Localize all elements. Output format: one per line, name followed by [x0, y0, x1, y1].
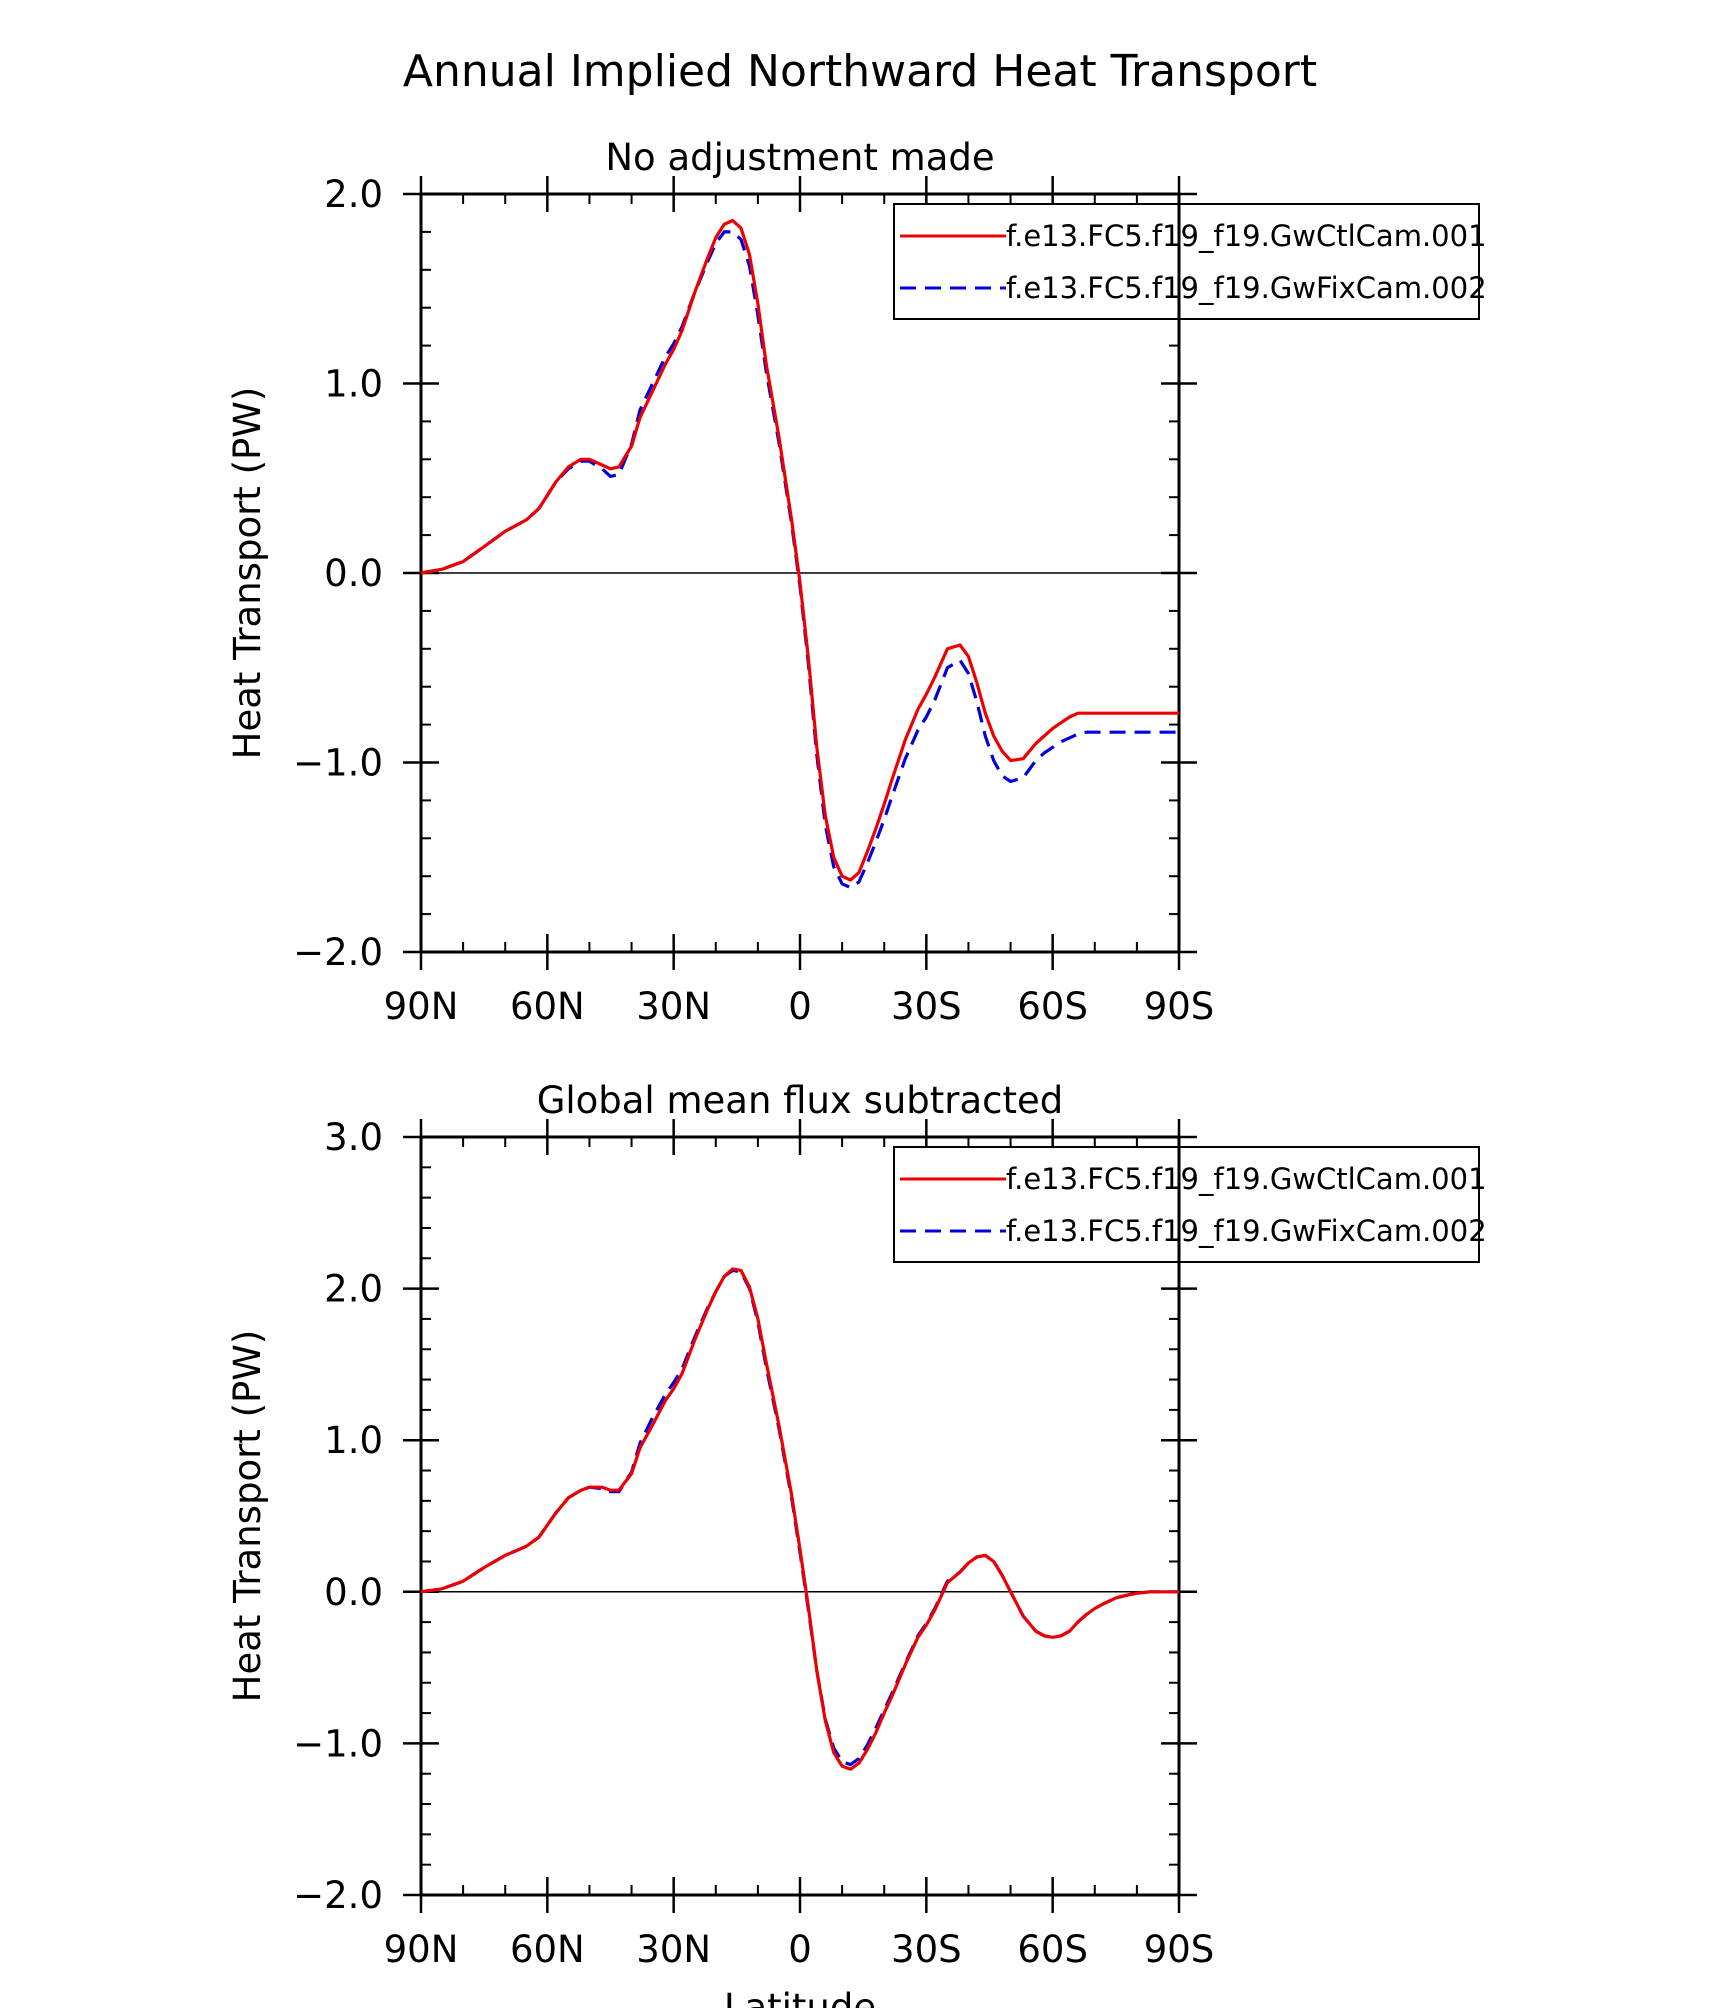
y-tick-label: 2.0: [324, 173, 383, 216]
y-tick-label: 2.0: [324, 1268, 383, 1311]
series-line-control: [420, 218, 1179, 882]
legend-box: [893, 1146, 1480, 1263]
main-title: Annual Implied Northward Heat Transport: [403, 46, 1317, 97]
panel-global-mean-subtracted: Global mean flux subtracted −2.0 −1.0 0.0 1.…: [226, 1079, 1487, 2008]
y-axis-label: Heat Transport (PW): [226, 1330, 269, 1703]
legend-box: [893, 203, 1480, 320]
panel-title: Global mean flux subtracted: [537, 1079, 1064, 1122]
y-tick-label: 1.0: [324, 363, 383, 406]
x-tick-label: 30N: [636, 1928, 711, 1971]
x-tick-label: 30S: [891, 1928, 962, 1971]
legend-label: f.e13.FC5.f19_f19.GwFixCam.002: [1006, 271, 1487, 305]
legend-label: f.e13.FC5.f19_f19.GwCtlCam.001: [1006, 219, 1487, 253]
x-tick-label: 90N: [384, 985, 459, 1028]
x-tick-label: 60S: [1017, 985, 1088, 1028]
y-tick-label: 0.0: [324, 1571, 383, 1614]
series-line-fix: [420, 230, 1179, 890]
x-tick-label: 0: [788, 985, 812, 1028]
x-tick-label: 0: [788, 1928, 812, 1971]
y-tick-label: −2.0: [293, 1874, 383, 1917]
y-tick-label: −2.0: [293, 931, 383, 974]
x-tick-label: 60S: [1017, 1928, 1088, 1971]
x-tick-label: 90S: [1144, 985, 1215, 1028]
series-line-fix: [420, 1268, 1179, 1767]
y-tick-label: 3.0: [324, 1116, 383, 1159]
x-tick-label: 30N: [636, 985, 711, 1028]
y-tick-label: 0.0: [324, 552, 383, 595]
panel-no-adjustment: No adjustment made −2.0 −1.0 0.0 1.0 2.0 90N 60…: [226, 136, 1487, 1028]
x-tick-label: 90N: [384, 1928, 459, 1971]
legend-label: f.e13.FC5.f19_f19.GwFixCam.002: [1006, 1214, 1487, 1248]
y-tick-label: −1.0: [293, 1722, 383, 1765]
series-line-control: [420, 1267, 1179, 1771]
panel-title: No adjustment made: [605, 136, 994, 179]
y-tick-label: −1.0: [293, 742, 383, 785]
y-tick-label: 1.0: [324, 1419, 383, 1462]
x-tick-label: 60N: [510, 1928, 585, 1971]
y-axis-label: Heat Transport (PW): [226, 387, 269, 760]
x-tick-label: 30S: [891, 985, 962, 1028]
legend-label: f.e13.FC5.f19_f19.GwCtlCam.001: [1006, 1162, 1487, 1196]
x-tick-label: 60N: [510, 985, 585, 1028]
x-axis-label: Latitude: [724, 1986, 876, 2008]
x-tick-label: 90S: [1144, 1928, 1215, 1971]
